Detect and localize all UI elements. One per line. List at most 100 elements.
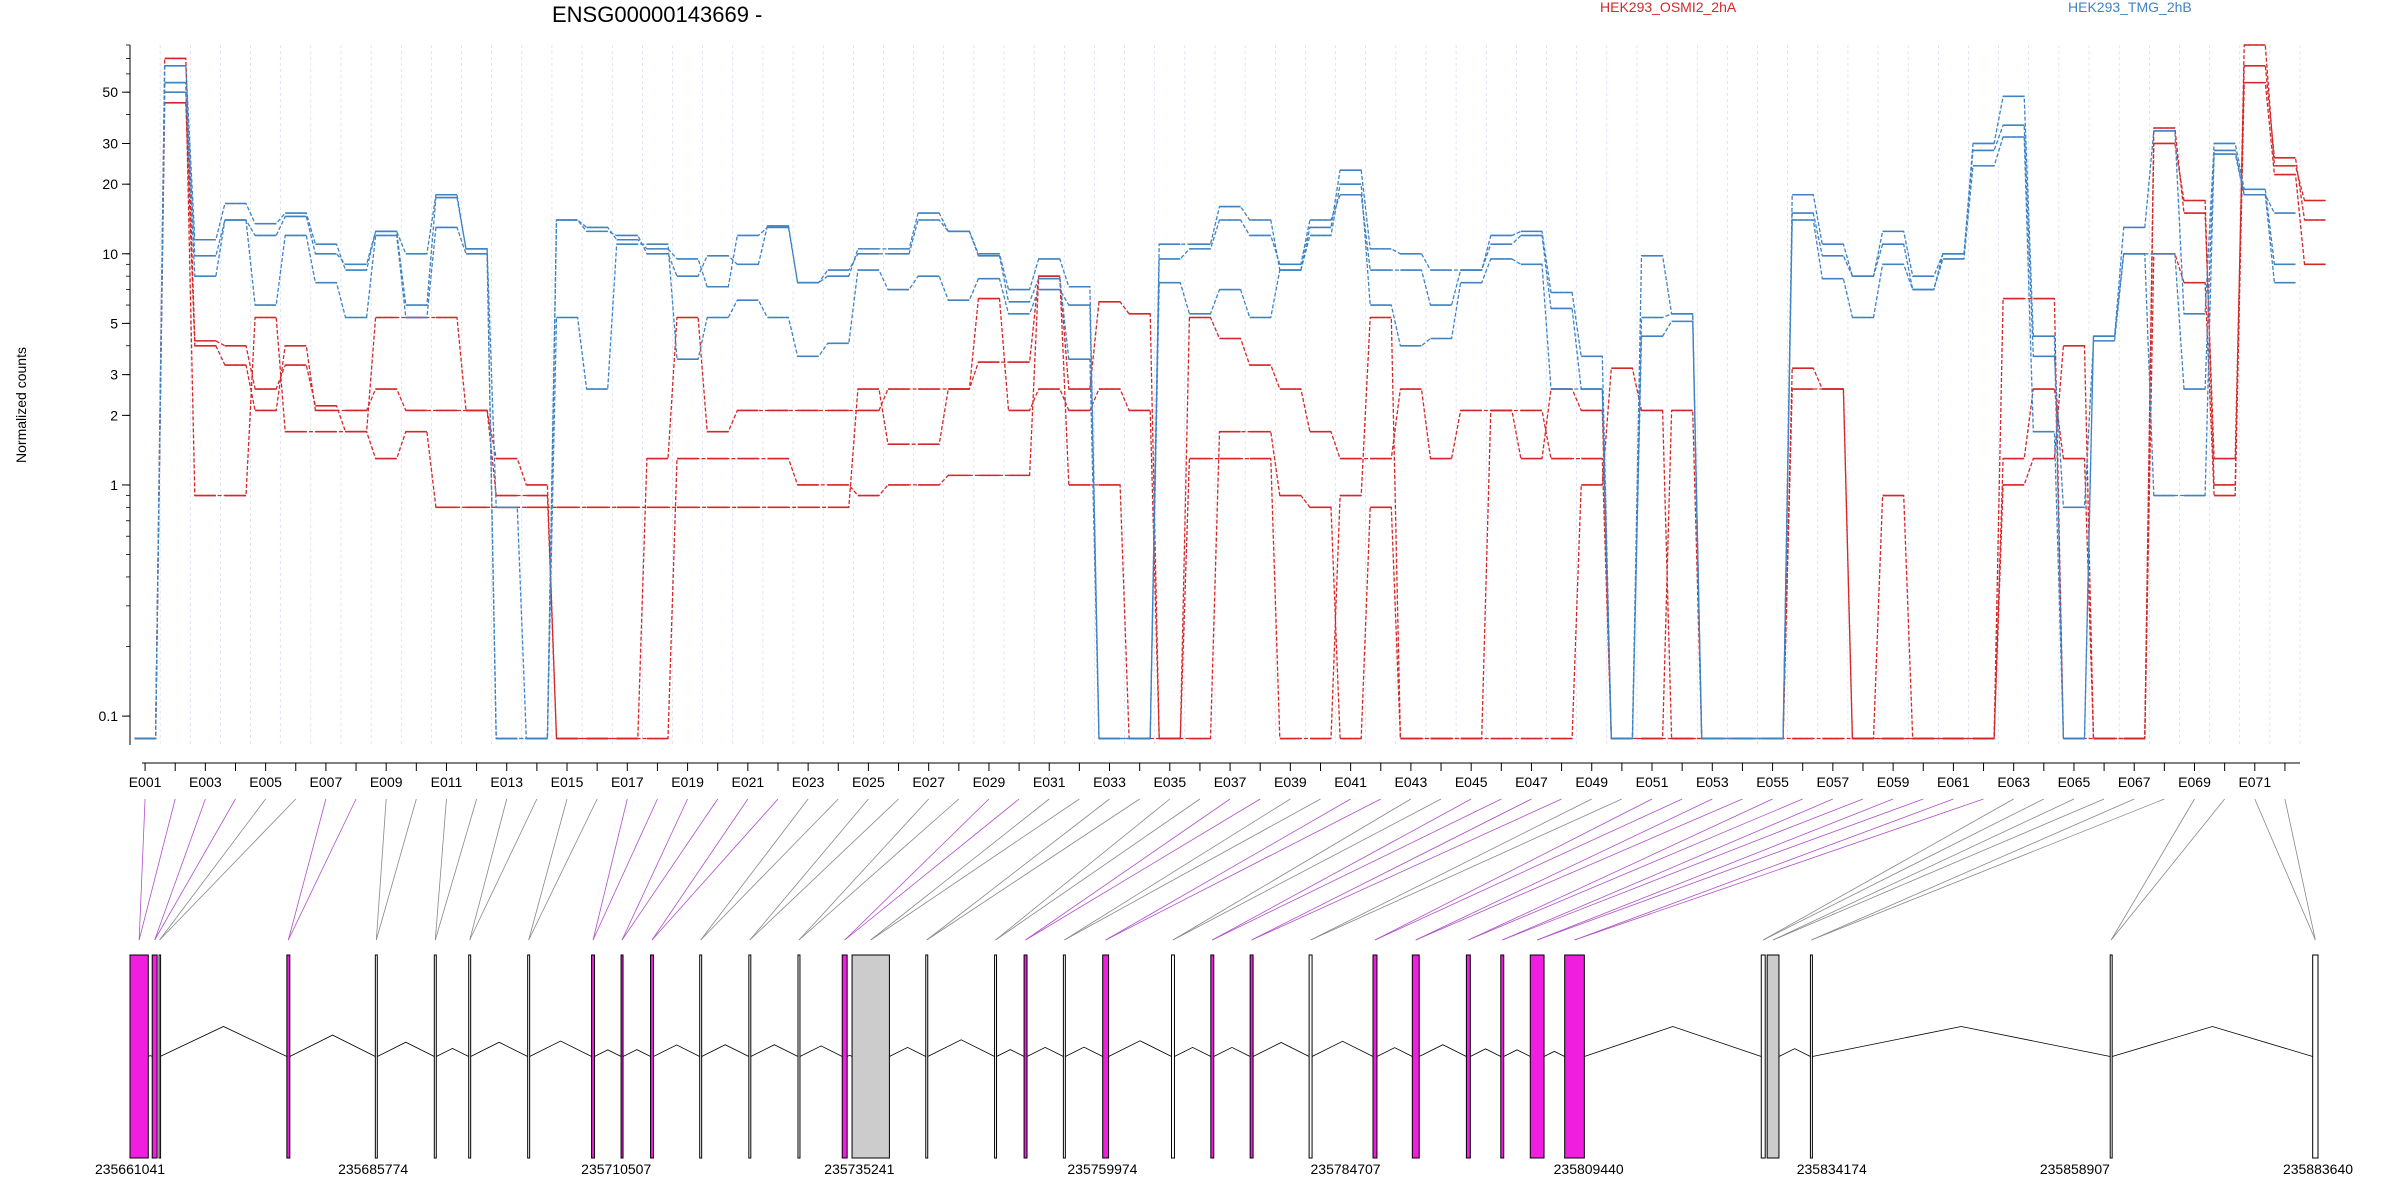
exon-connector: [651, 798, 779, 941]
genomic-coordinate: 235858907: [2040, 1161, 2110, 1177]
intron: [996, 1049, 1025, 1057]
x-tick-label: E003: [189, 774, 222, 790]
exon-connector: [1374, 798, 1683, 941]
exon-box: [286, 954, 291, 1159]
exon-box: [1564, 954, 1585, 1159]
x-tick-label: E031: [1033, 774, 1066, 790]
exon-connector: [434, 798, 447, 941]
intron: [1213, 1046, 1251, 1057]
exon-box: [1249, 954, 1254, 1159]
exon-box: [1500, 954, 1505, 1159]
exon-connector: [995, 798, 1201, 941]
series-line: [134, 91, 2296, 740]
exon-connector: [2110, 798, 2225, 941]
x-tick-label: E029: [973, 774, 1006, 790]
exon-box: [748, 954, 752, 1159]
x-tick-label: E019: [671, 774, 704, 790]
exon-box: [841, 954, 848, 1159]
exon-connector: [1574, 798, 1984, 941]
y-tick-label: 20: [102, 176, 118, 192]
exon-connector: [870, 798, 1080, 941]
exon-connector: [926, 798, 1140, 941]
exon-box: [1760, 954, 1766, 1159]
exon-box: [2312, 954, 2319, 1159]
exon-connector: [844, 798, 1020, 941]
exon-connector: [1811, 798, 2135, 941]
intron: [1311, 1040, 1374, 1057]
exon-connector: [154, 798, 236, 941]
intron: [377, 1041, 435, 1057]
exon-connector: [1374, 798, 1653, 941]
genomic-coordinate: 235759974: [1067, 1161, 1137, 1177]
exon-connector: [1763, 798, 2044, 941]
exon-connector: [1310, 798, 1592, 941]
x-tick-label: E069: [2178, 774, 2211, 790]
exon-connector: [870, 798, 1050, 941]
exon-connector: [621, 798, 688, 941]
intron: [799, 1045, 843, 1057]
exon-connector: [1468, 798, 1773, 941]
genomic-coordinate: 235834174: [1797, 1161, 1867, 1177]
y-tick-label: 0.1: [99, 708, 119, 724]
x-tick-label: E017: [611, 774, 644, 790]
y-tick-label: 2: [110, 407, 118, 423]
exon-connector: [844, 798, 990, 941]
intron: [1812, 1026, 2111, 1057]
exon-connector: [798, 798, 929, 941]
exon-connector: [1064, 798, 1321, 941]
intron: [2112, 1026, 2313, 1057]
intron: [622, 1049, 651, 1057]
x-tick-label: E053: [1696, 774, 1729, 790]
exon-connector: [1025, 798, 1261, 941]
exon-box: [468, 954, 472, 1159]
exon-connector: [2284, 798, 2316, 941]
exon-connector: [749, 798, 869, 941]
exon-box: [1766, 954, 1780, 1159]
exon-box: [2109, 954, 2113, 1159]
exon-connector: [621, 798, 719, 941]
genomic-coordinate: 235661041: [95, 1161, 165, 1177]
intron: [1376, 1047, 1413, 1057]
exon-box: [1465, 954, 1471, 1159]
exon-connector: [2254, 798, 2316, 941]
x-tick-label: E035: [1153, 774, 1186, 790]
exon-box: [1023, 954, 1028, 1159]
exon-box: [1210, 954, 1215, 1159]
genomic-coordinate: 235735241: [824, 1161, 894, 1177]
intron: [289, 1034, 376, 1057]
exon-connector: [926, 798, 1110, 941]
intron: [436, 1047, 469, 1057]
intron: [1778, 1048, 1811, 1057]
exon-connector: [2110, 798, 2195, 941]
exon-connector: [592, 798, 628, 941]
x-tick-label: E037: [1214, 774, 1247, 790]
exon-connector: [434, 798, 477, 941]
exon-connector: [1212, 798, 1472, 941]
exon-box: [527, 954, 531, 1159]
exon-connector: [1772, 798, 2075, 941]
y-tick-label: 50: [102, 84, 118, 100]
x-tick-label: E045: [1455, 774, 1488, 790]
intron: [1470, 1048, 1501, 1057]
x-tick-label: E071: [2238, 774, 2271, 790]
intron: [750, 1044, 799, 1057]
x-tick-label: E065: [2058, 774, 2091, 790]
intron: [1584, 1026, 1762, 1057]
exon-box: [650, 954, 655, 1159]
series-line: [134, 44, 2326, 740]
intron: [148, 1055, 153, 1057]
exon-box: [925, 954, 929, 1159]
exon-connector: [528, 798, 598, 941]
intron: [1543, 1050, 1565, 1057]
exon-connector: [1502, 798, 1834, 941]
x-tick-label: E043: [1395, 774, 1428, 790]
exon-connector: [287, 798, 357, 941]
exon-connector: [1763, 798, 2014, 941]
exon-connector: [651, 798, 749, 941]
exon-connector: [159, 798, 266, 941]
exon-connector: [1212, 798, 1502, 941]
intron: [1108, 1040, 1172, 1057]
exon-connector: [1415, 798, 1713, 941]
exon-box: [1062, 954, 1066, 1159]
genomic-coordinate: 235685774: [338, 1161, 408, 1177]
